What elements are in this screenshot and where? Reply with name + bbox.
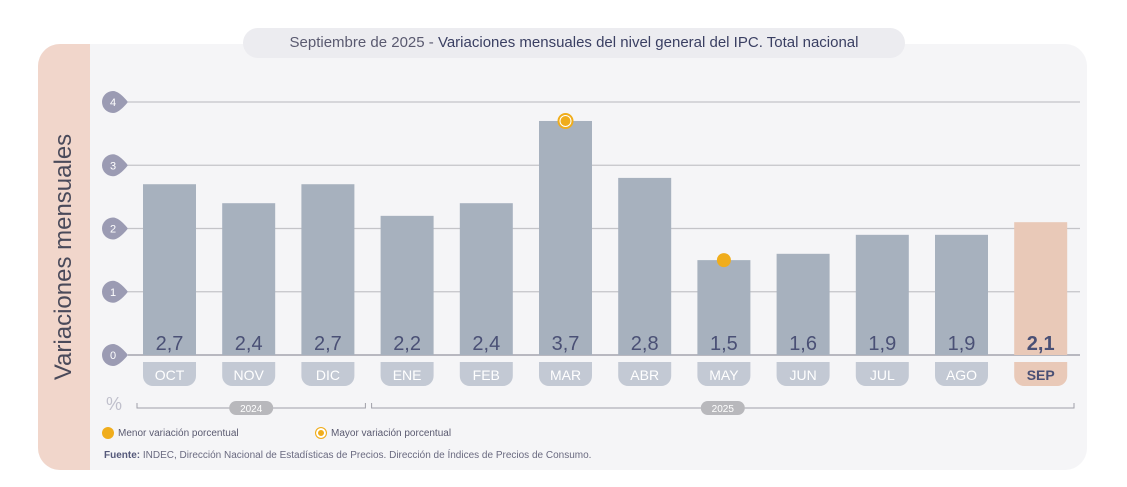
month-label: FEB bbox=[473, 367, 500, 383]
y-tick-marker bbox=[102, 280, 128, 303]
bar-value-label: 2,4 bbox=[235, 333, 263, 355]
source-note: Fuente: INDEC, Dirección Nacional de Est… bbox=[104, 450, 591, 461]
y-tick-label: 1 bbox=[110, 287, 116, 299]
bar-value-label: 2,2 bbox=[393, 333, 421, 355]
month-label: AGO bbox=[946, 367, 977, 383]
month-pill bbox=[222, 362, 276, 386]
year-pill bbox=[700, 401, 745, 415]
month-label: DIC bbox=[316, 367, 340, 383]
bar-abr bbox=[618, 177, 672, 355]
title-main: Variaciones mensuales del nivel general … bbox=[437, 34, 859, 51]
bar-nov bbox=[222, 203, 276, 355]
bar-dic bbox=[301, 184, 355, 355]
bar-mar bbox=[539, 120, 592, 355]
bar-value-label: 1,9 bbox=[868, 333, 896, 355]
month-label: JUL bbox=[870, 367, 895, 383]
legend-max: Mayor variación porcentual bbox=[315, 427, 451, 439]
bar-ene bbox=[380, 215, 434, 355]
y-tick-marker bbox=[102, 154, 128, 177]
bar-value-label: 2,7 bbox=[314, 333, 342, 355]
month-label: OCT bbox=[155, 367, 185, 383]
month-pill bbox=[697, 362, 751, 386]
year-pill bbox=[229, 401, 274, 415]
bar-jun bbox=[776, 253, 830, 355]
month-label: MAR bbox=[550, 367, 581, 383]
bar-value-label: 1,5 bbox=[710, 333, 738, 355]
month-pill bbox=[776, 362, 830, 386]
legend-min-label: Menor variación porcentual bbox=[118, 427, 239, 439]
bar-jul bbox=[855, 234, 909, 355]
min-marker-icon bbox=[102, 427, 114, 439]
month-pill bbox=[380, 362, 434, 386]
year-label: 2024 bbox=[240, 404, 263, 415]
month-label: JUN bbox=[789, 367, 816, 383]
bar-value-label: 2,7 bbox=[156, 333, 184, 355]
y-tick-marker bbox=[102, 344, 128, 366]
title-date: Septiembre de 2025 - bbox=[289, 34, 438, 51]
month-label: MAY bbox=[709, 367, 739, 383]
y-tick-label: 3 bbox=[110, 160, 116, 172]
y-axis-tab bbox=[38, 44, 90, 470]
bar-feb bbox=[459, 203, 513, 355]
bar-value-label: 2,4 bbox=[472, 333, 500, 355]
legend-min: Menor variación porcentual bbox=[102, 427, 239, 439]
month-pill bbox=[459, 362, 513, 386]
source-label: Fuente: bbox=[104, 450, 141, 461]
month-label: ENE bbox=[393, 367, 422, 383]
y-tick-label: 4 bbox=[110, 97, 116, 109]
max-marker-icon bbox=[315, 427, 327, 439]
min-marker bbox=[716, 253, 731, 268]
y-tick-label: 2 bbox=[110, 224, 116, 236]
bar-value-label: 3,7 bbox=[552, 333, 580, 355]
y-tick-marker bbox=[102, 91, 128, 113]
bar-value-label: 2,1 bbox=[1027, 333, 1055, 355]
bar-ago bbox=[935, 234, 988, 355]
bar-sep bbox=[1014, 222, 1068, 355]
bar-value-label: 1,9 bbox=[948, 333, 976, 355]
y-tick-marker bbox=[102, 217, 128, 240]
bar-value-label: 2,8 bbox=[631, 333, 659, 355]
month-label: NOV bbox=[234, 367, 265, 383]
month-pill bbox=[1014, 362, 1068, 386]
month-pill bbox=[539, 362, 592, 386]
y-tick-label: 0 bbox=[110, 350, 116, 362]
month-pill bbox=[935, 362, 988, 386]
source-text: INDEC, Dirección Nacional de Estadística… bbox=[140, 450, 592, 461]
month-pill bbox=[855, 362, 909, 386]
legend-max-label: Mayor variación porcentual bbox=[331, 427, 452, 439]
month-pill bbox=[301, 362, 355, 386]
month-pill bbox=[618, 362, 672, 386]
max-marker-core bbox=[560, 115, 571, 126]
bar-oct bbox=[143, 184, 196, 355]
month-pill bbox=[143, 362, 196, 386]
bar-may bbox=[697, 260, 751, 355]
bar-value-label: 1,6 bbox=[789, 333, 817, 355]
y-unit-label: % bbox=[106, 394, 122, 414]
month-label: ABR bbox=[630, 367, 659, 383]
year-label: 2025 bbox=[712, 404, 735, 415]
month-label: SEP bbox=[1027, 367, 1055, 383]
chart-title: Septiembre de 2025 - Variaciones mensual… bbox=[243, 28, 905, 58]
